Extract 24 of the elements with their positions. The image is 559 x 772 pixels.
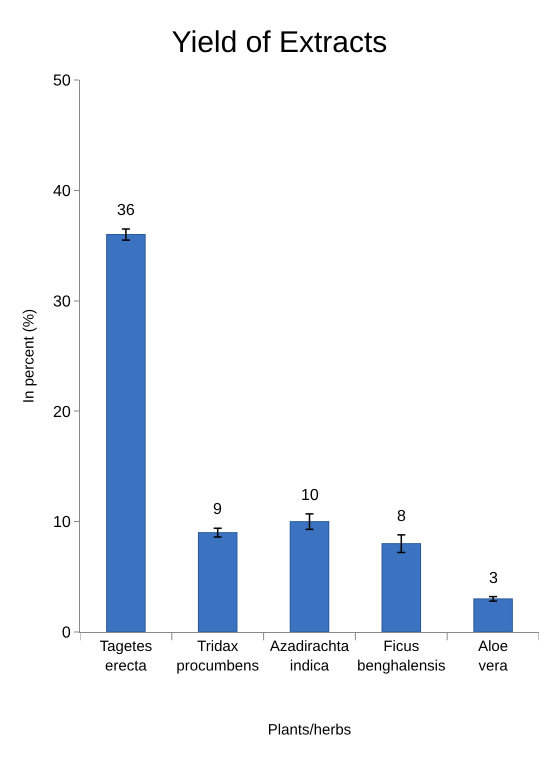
- y-tick-label: 30: [53, 293, 71, 310]
- y-axis-title: In percent (%): [20, 308, 38, 404]
- x-tick-label: Tagetes erecta: [100, 638, 152, 674]
- bar: [473, 598, 513, 632]
- bar: [290, 521, 330, 632]
- y-tick-label: 10: [53, 514, 71, 532]
- y-tick-label: 0: [62, 624, 71, 642]
- chart-title: Yield of Extracts: [172, 26, 388, 59]
- x-axis-title: Plants/herbs: [268, 722, 352, 738]
- x-tick-label: Aloe vera: [478, 638, 508, 674]
- y-tick-label: 20: [53, 404, 71, 421]
- data-label: 8: [397, 508, 406, 525]
- x-tick-label: Ficus benghalensis: [357, 638, 446, 674]
- data-label: 10: [301, 487, 319, 504]
- x-tick-label: Tridax procumbens: [176, 638, 259, 674]
- x-tick-label: Azadirachta indica: [270, 638, 350, 674]
- bar: [382, 543, 422, 632]
- data-label: 3: [489, 570, 498, 587]
- bar: [198, 532, 238, 632]
- data-label: 9: [213, 501, 222, 518]
- data-label: 36: [117, 202, 135, 219]
- y-tick-label: 50: [53, 72, 71, 90]
- bar: [106, 234, 146, 632]
- y-tick-label: 40: [53, 183, 71, 200]
